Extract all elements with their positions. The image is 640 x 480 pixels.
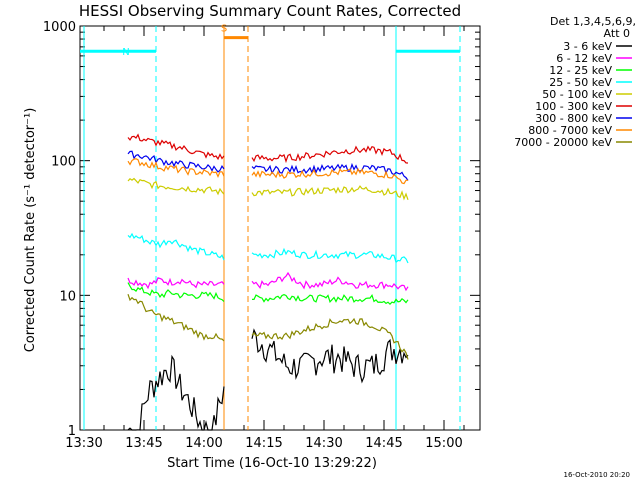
series-line bbox=[251, 271, 409, 292]
series-line bbox=[252, 293, 409, 306]
series-line bbox=[251, 317, 409, 360]
x-tick-label: 14:30 bbox=[305, 436, 342, 451]
y-axis-label: Corrected Count Rate (s⁻¹ detector⁻¹) bbox=[23, 108, 38, 353]
legend-label: 6 - 12 keV bbox=[556, 52, 612, 65]
series-line bbox=[251, 167, 408, 185]
legend-label: 100 - 300 keV bbox=[535, 100, 612, 113]
chart-title: HESSI Observing Summary Count Rates, Cor… bbox=[79, 2, 461, 20]
legend-header-line-1: Det 1,3,4,5,6,9, bbox=[550, 15, 636, 28]
series-line bbox=[127, 158, 225, 178]
legend-label: 12 - 25 keV bbox=[549, 64, 612, 77]
legend-label: 800 - 7000 keV bbox=[528, 124, 612, 137]
series-line bbox=[127, 354, 225, 431]
legend-label: 7000 - 20000 keV bbox=[514, 136, 612, 149]
x-tick-label: 14:15 bbox=[245, 436, 282, 451]
series-line bbox=[127, 294, 225, 342]
series-line bbox=[127, 177, 225, 196]
y-tick-label: 10 bbox=[59, 289, 76, 304]
series-line bbox=[127, 277, 225, 290]
series-line bbox=[251, 145, 409, 164]
series-line bbox=[251, 185, 409, 201]
series-line bbox=[127, 150, 225, 173]
legend-label: 3 - 6 keV bbox=[563, 40, 612, 53]
series-line bbox=[251, 247, 409, 264]
series-line bbox=[127, 232, 225, 261]
x-axis-label: Start Time (16-Oct-10 13:29:22) bbox=[167, 456, 377, 471]
timestamp: 16-Oct-2010 20:20 bbox=[564, 471, 630, 479]
plot-frame bbox=[79, 25, 481, 431]
x-tick-label: 14:45 bbox=[365, 436, 402, 451]
x-tick-label: 13:30 bbox=[65, 436, 102, 451]
legend-label: 300 - 800 keV bbox=[535, 112, 612, 125]
series-line bbox=[127, 282, 225, 303]
series-line bbox=[251, 162, 409, 181]
y-tick-label: 1 bbox=[68, 424, 76, 439]
x-tick-label: 14:00 bbox=[185, 436, 222, 451]
x-tick-label: 13:45 bbox=[125, 436, 162, 451]
x-tick-label: 15:00 bbox=[425, 436, 462, 451]
y-tick-label: 1000 bbox=[43, 20, 76, 35]
marker-label: S bbox=[221, 24, 227, 35]
marker-label: N bbox=[122, 47, 129, 58]
legend-label: 50 - 100 keV bbox=[542, 88, 612, 101]
series-line bbox=[251, 328, 409, 384]
series-line bbox=[127, 133, 225, 161]
legend-label: 25 - 50 keV bbox=[549, 76, 612, 89]
y-tick-label: 100 bbox=[51, 155, 76, 170]
legend-header-line-2: Att 0 bbox=[604, 27, 630, 40]
